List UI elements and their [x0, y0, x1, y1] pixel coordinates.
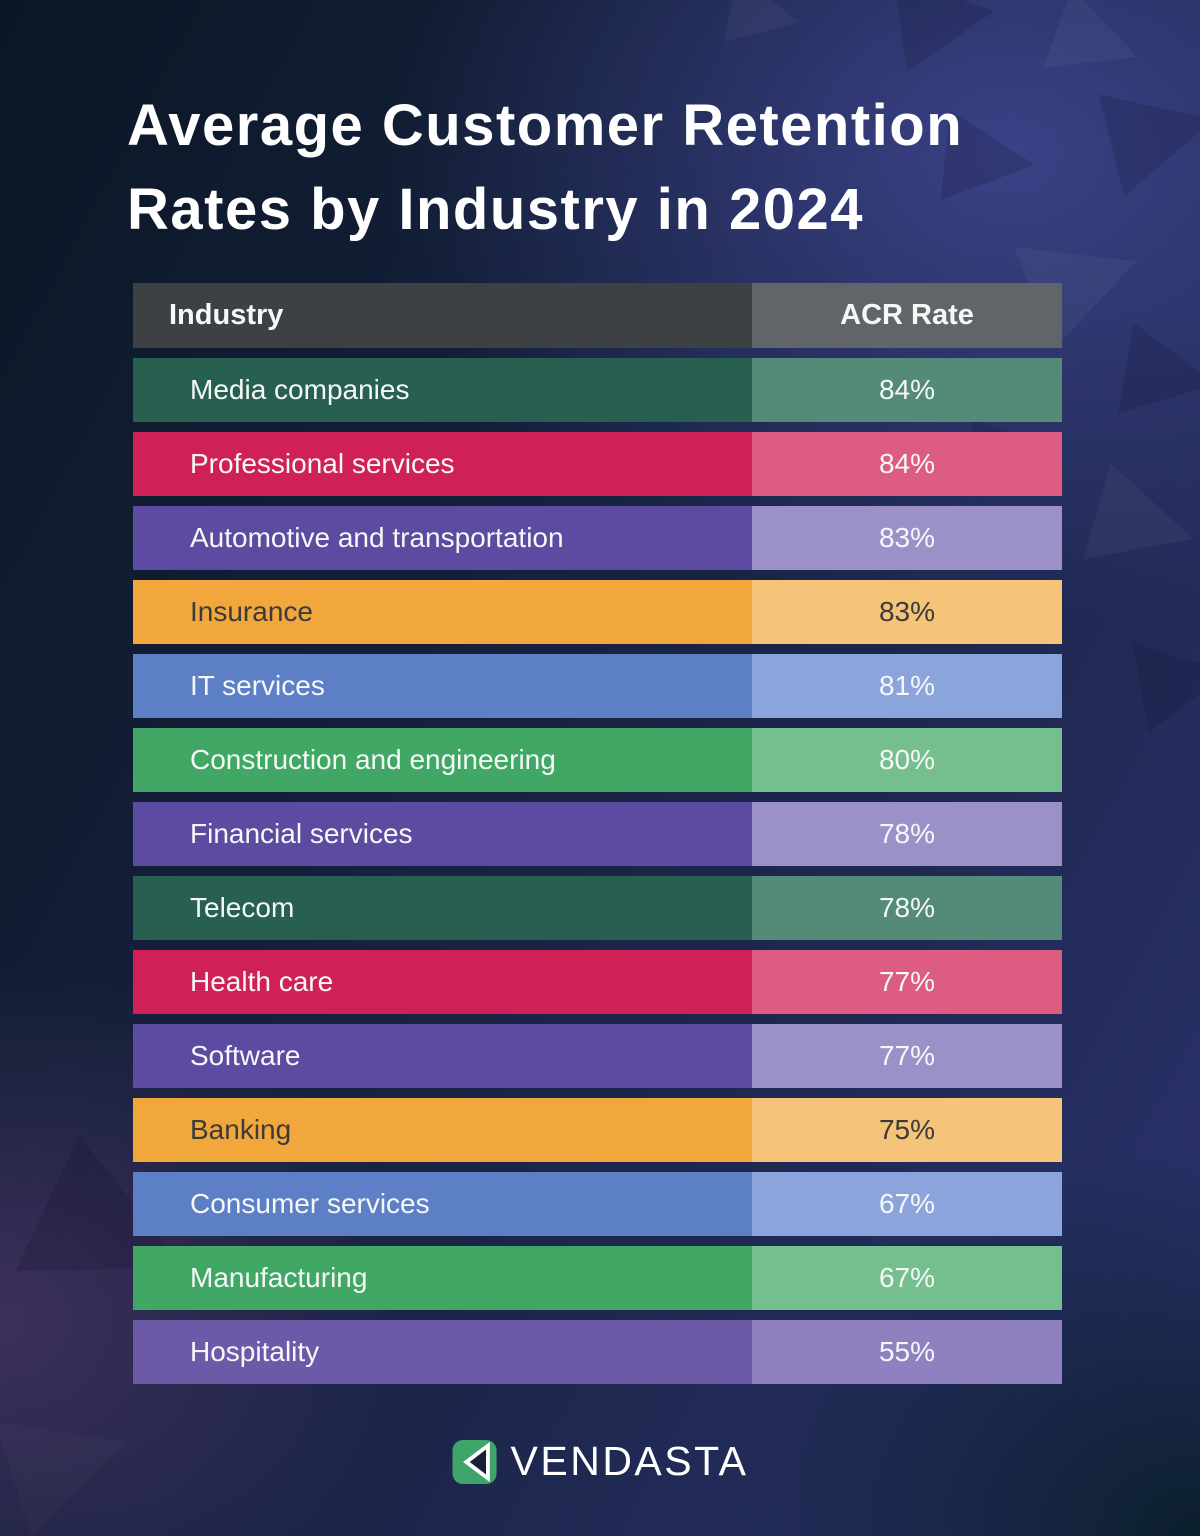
industry-name-cell: Automotive and transportation — [133, 506, 752, 570]
industry-name-cell: Banking — [133, 1098, 752, 1162]
header-cell-industry: Industry — [133, 283, 752, 348]
industry-name-cell: Professional services — [133, 432, 752, 496]
industry-name-cell: Insurance — [133, 580, 752, 644]
acr-rate-cell: 84% — [752, 432, 1062, 496]
table-row: Media companies 84% — [133, 358, 1062, 422]
table-row: Consumer services 67% — [133, 1172, 1062, 1236]
industry-name-cell: Consumer services — [133, 1172, 752, 1236]
brand-footer: VENDASTA — [452, 1438, 749, 1485]
acr-rate-cell: 84% — [752, 358, 1062, 422]
table-header-row: Industry ACR Rate — [133, 283, 1062, 348]
acr-rate-cell: 81% — [752, 654, 1062, 718]
table-row: IT services 81% — [133, 654, 1062, 718]
industry-name-cell: Manufacturing — [133, 1246, 752, 1310]
table-row: Manufacturing 67% — [133, 1246, 1062, 1310]
table-row: Hospitality 55% — [133, 1320, 1062, 1384]
acr-rate-cell: 55% — [752, 1320, 1062, 1384]
acr-rate-cell: 80% — [752, 728, 1062, 792]
table-row: Software 77% — [133, 1024, 1062, 1088]
acr-rate-cell: 78% — [752, 876, 1062, 940]
industry-name-cell: Financial services — [133, 802, 752, 866]
table-row: Health care 77% — [133, 950, 1062, 1014]
acr-rate-cell: 67% — [752, 1172, 1062, 1236]
triangle-decoration — [0, 1384, 146, 1535]
industry-name-cell: Health care — [133, 950, 752, 1014]
table-row: Banking 75% — [133, 1098, 1062, 1162]
table-row: Insurance 83% — [133, 580, 1062, 644]
acr-rate-cell: 75% — [752, 1098, 1062, 1162]
industry-name-cell: Construction and engineering — [133, 728, 752, 792]
triangle-decoration — [1083, 463, 1200, 587]
acr-rate-cell: 77% — [752, 950, 1062, 1014]
table-row: Construction and engineering 80% — [133, 728, 1062, 792]
triangle-decoration — [894, 0, 1001, 71]
acr-rate-cell: 78% — [752, 802, 1062, 866]
table-row: Professional services 84% — [133, 432, 1062, 496]
industry-name-cell: Software — [133, 1024, 752, 1088]
table-row: Financial services 78% — [133, 802, 1062, 866]
table-row: Telecom 78% — [133, 876, 1062, 940]
acr-rate-cell: 83% — [752, 506, 1062, 570]
triangle-decoration — [1043, 0, 1152, 97]
acr-rate-cell: 67% — [752, 1246, 1062, 1310]
page-title: Average Customer Retention Rates by Indu… — [127, 84, 963, 252]
page-title-line1: Average Customer Retention — [127, 93, 964, 158]
header-cell-acr-rate: ACR Rate — [752, 283, 1062, 348]
industry-name-cell: Media companies — [133, 358, 752, 422]
industry-name-cell: Hospitality — [133, 1320, 752, 1384]
brand-name: VENDASTA — [510, 1438, 749, 1484]
vendasta-logo-icon — [452, 1439, 497, 1484]
industry-name-cell: Telecom — [133, 876, 752, 940]
triangle-decoration — [723, 0, 806, 57]
table-row: Automotive and transportation 83% — [133, 506, 1062, 570]
triangle-decoration — [1099, 69, 1200, 196]
triangle-decoration — [1133, 628, 1200, 732]
page-title-line2: Rates by Industry in 2024 — [127, 177, 864, 243]
retention-table: Industry ACR Rate Media companies 84% Pr… — [133, 283, 1062, 1384]
table-body: Media companies 84% Professional service… — [133, 358, 1062, 1384]
triangle-decoration — [1118, 323, 1200, 430]
industry-name-cell: IT services — [133, 654, 752, 718]
acr-rate-cell: 83% — [752, 580, 1062, 644]
acr-rate-cell: 77% — [752, 1024, 1062, 1088]
